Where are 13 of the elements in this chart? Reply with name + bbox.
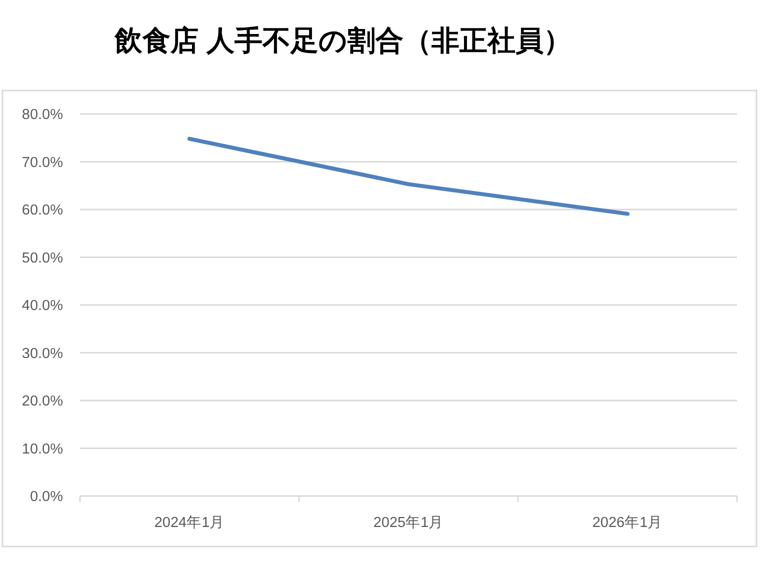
y-tick-label: 60.0%: [22, 202, 64, 218]
y-tick-label: 0.0%: [30, 489, 64, 505]
y-tick-label: 30.0%: [22, 346, 64, 362]
y-tick-label: 40.0%: [22, 298, 64, 314]
y-tick-label: 10.0%: [22, 441, 64, 458]
y-tick-label: 20.0%: [22, 394, 64, 410]
x-tick-label: 2024年1月: [154, 514, 225, 531]
y-tick-label: 50.0%: [22, 250, 64, 266]
y-tick-label: 80.0%: [22, 107, 64, 123]
x-tick-label: 2025年1月: [373, 514, 444, 531]
x-tick-label: 2026年1月: [592, 514, 663, 531]
y-tick-label: 70.0%: [22, 154, 64, 171]
chart-title: 飲食店 人手不足の割合（非正社員）: [114, 25, 572, 56]
